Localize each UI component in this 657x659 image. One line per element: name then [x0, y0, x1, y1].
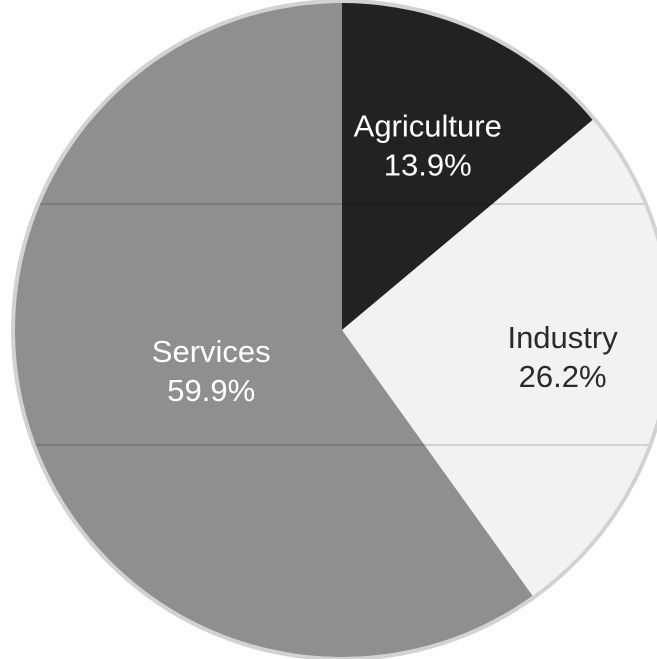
slice-value-industry: 26.2%: [519, 359, 607, 394]
gridlines: [35, 203, 649, 446]
pie-slices: [15, 3, 657, 657]
pie-outline: [11, 0, 657, 659]
slice-label-agriculture: Agriculture: [354, 108, 502, 143]
pie-slice-services: [15, 3, 533, 657]
slice-value-agriculture: 13.9%: [384, 147, 472, 182]
pie-slice-industry: [342, 119, 657, 596]
slice-label-industry: Industry: [507, 320, 618, 355]
pie-slice-agriculture: [342, 3, 593, 330]
slice-label-services: Services: [152, 334, 271, 369]
slice-value-services: 59.9%: [167, 373, 255, 408]
slice-labels: Agriculture 13.9% Industry 26.2% Services 59.…: [152, 108, 618, 408]
